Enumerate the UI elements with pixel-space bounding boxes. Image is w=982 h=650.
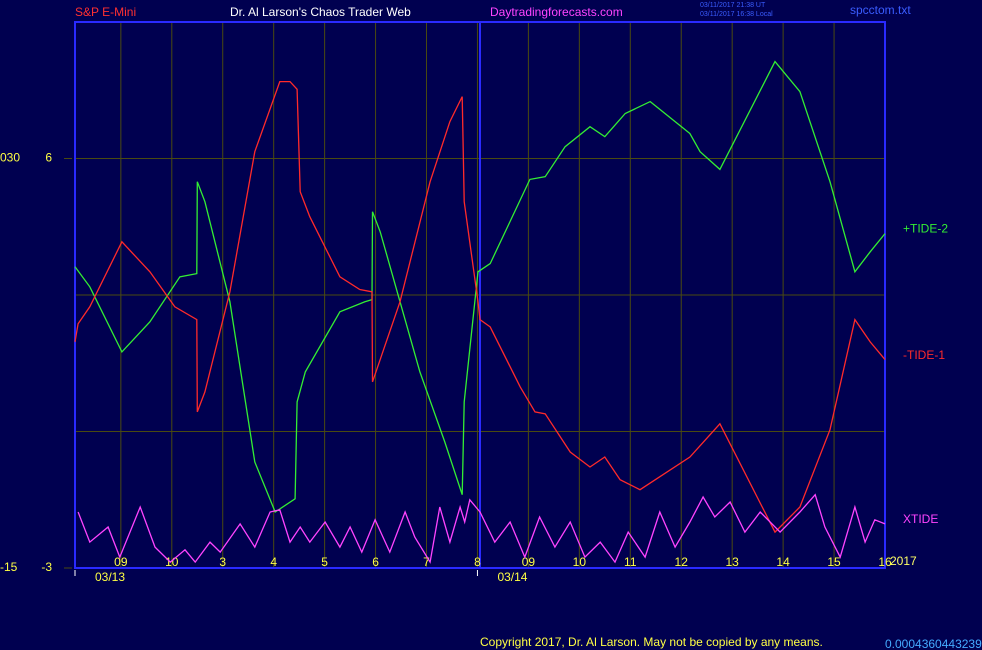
x-tick-label: 10 (573, 555, 587, 569)
site-url: Daytradingforecasts.com (490, 5, 623, 19)
series-line (74, 60, 886, 513)
x-tick-label: 3 (219, 555, 226, 569)
x-tick-label: 4 (270, 555, 277, 569)
x-tick-label: 5 (321, 555, 328, 569)
y-tick-label: 6 (45, 151, 52, 165)
series-line (77, 493, 886, 564)
y-tick-label: -3 (41, 560, 52, 574)
date-label: 03/14 (497, 570, 527, 584)
x-tick-label: 7 (423, 555, 430, 569)
date-label: 03/13 (95, 570, 125, 584)
x-tick-label: 15 (827, 555, 841, 569)
y2-tick-label: -15 (0, 560, 18, 574)
legend-label: -TIDE-1 (903, 348, 945, 362)
year-label: 2017 (890, 554, 917, 568)
time-local: 03/11/2017 16:38 Local (700, 11, 773, 18)
x-tick-label: 12 (675, 555, 689, 569)
copyright: Copyright 2017, Dr. Al Larson. May not b… (480, 635, 823, 649)
x-tick-label: 6 (372, 555, 379, 569)
grid (75, 22, 885, 568)
file-name: spcctom.txt (850, 3, 911, 17)
series-line (74, 80, 886, 534)
x-tick-label: 14 (776, 555, 790, 569)
counter: 0.00043604432398 (885, 637, 982, 650)
x-tick-label: 09 (522, 555, 536, 569)
y2-tick-label: 030 (0, 151, 20, 165)
x-tick-label: 8 (474, 555, 481, 569)
site-title: Dr. Al Larson's Chaos Trader Web (230, 5, 411, 19)
legend-label: XTIDE (903, 512, 938, 526)
x-tick-label: 13 (725, 555, 739, 569)
x-tick-label: 11 (624, 555, 637, 569)
x-tick-label: 16 (878, 555, 892, 569)
legend-label: +TIDE-2 (903, 222, 948, 236)
x-tick-label: 09 (114, 555, 128, 569)
time-ut: 03/11/2017 21:38 UT (700, 2, 766, 9)
instrument: S&P E-Mini (75, 5, 136, 19)
